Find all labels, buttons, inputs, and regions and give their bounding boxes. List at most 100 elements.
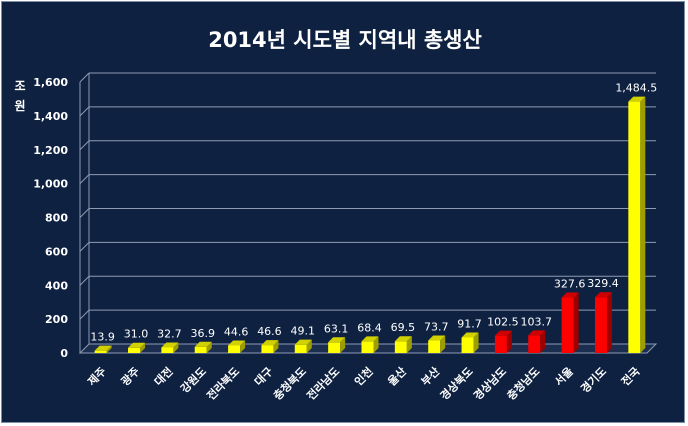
bar-side [506,330,512,353]
bar [628,101,641,354]
category-label: 충청남도 [504,364,543,403]
bar-top [394,336,412,342]
data-label: 63.1 [324,322,349,335]
category-label: 부산 [418,364,442,388]
category-label: 경기도 [578,364,609,395]
y-tick-label: 800 [45,212,68,225]
bar [494,335,507,353]
data-label: 73.7 [424,321,449,334]
bar-side [206,341,212,353]
gridline-depth [79,242,90,252]
bar-top [128,342,146,348]
bar-side [606,292,612,353]
category-label: 전국 [618,364,642,388]
data-label: 49.1 [291,325,316,338]
bar-top [94,345,112,351]
data-label: 46.6 [257,325,282,338]
y-tick-label: 600 [45,245,68,258]
bar-side [106,345,112,353]
category-label: 전라남도 [304,364,343,403]
bar [161,347,174,353]
bar-side [440,335,446,353]
bar [428,340,441,353]
data-label: 103.7 [521,315,553,328]
bar [561,297,574,353]
bar-top [294,339,312,345]
bar-top [528,330,546,336]
bar-top [228,340,246,346]
bar-top [561,292,579,298]
bar [361,341,374,353]
category-label: 울산 [385,364,409,388]
category-label: 경상북도 [437,364,476,403]
gridline-depth [79,106,90,117]
bar-top [161,342,179,348]
bar [128,347,141,353]
category-label: 충청북도 [270,364,309,403]
bar-side [306,339,312,353]
gridline-depth [79,309,90,320]
bar-side [473,332,479,353]
bar [528,335,541,353]
bar [461,337,474,353]
bar-side [273,340,279,353]
data-label: 1,484.5 [615,82,657,95]
category-label: 강원도 [177,364,208,395]
y-tick-label: 1,400 [33,110,68,123]
bar-top [594,292,612,298]
y-tick-label: 1,000 [33,178,68,191]
data-label: 68.4 [357,321,382,334]
bar-top [261,340,279,346]
bar-side [173,342,179,353]
y-tick-label: 0 [60,347,68,360]
category-label: 전라북도 [204,364,243,403]
data-label: 91.7 [457,317,482,330]
bar-side [573,292,579,353]
bar-top [494,330,512,336]
data-label: 31.0 [124,328,149,341]
bar-top [328,337,346,343]
bar-top [461,332,479,338]
data-label: 13.9 [90,331,115,344]
y-tick-label: 400 [45,279,68,292]
bar-side [406,336,412,353]
data-label: 329.4 [587,277,619,290]
bar-side [540,330,546,353]
bar [261,345,274,353]
gridline-depth [79,275,90,286]
category-label: 제주 [85,364,109,388]
data-label: 36.9 [190,327,215,340]
bar-top [428,335,446,341]
data-label: 44.6 [224,325,249,338]
y-tick-label: 1,600 [33,76,68,89]
bar-side [640,96,646,354]
chart-title: 2014년 시도별 지역내 총생산 [208,28,482,52]
bar [394,341,407,353]
bar [228,345,241,353]
category-label: 서울 [552,364,576,388]
gridline-depth [79,208,90,218]
data-label: 102.5 [487,316,519,329]
bar-top [628,96,646,102]
data-label: 32.7 [157,327,182,340]
category-label: 광주 [119,365,143,389]
gridline-depth [79,140,90,151]
category-label: 대구 [251,364,275,388]
bar-top [194,341,212,347]
bar [194,346,207,353]
bar [594,297,607,353]
gridline-depth [79,174,90,184]
category-label: 대전 [151,364,175,388]
category-label: 경상남도 [471,364,510,403]
bar-side [240,340,246,353]
bar [94,350,107,353]
gridline-depth [79,72,90,83]
category-label: 인천 [351,364,375,388]
bar-top [361,336,379,342]
data-label: 327.6 [554,278,586,291]
bar [328,342,341,353]
y-tick-label: 1,200 [33,144,68,157]
data-label: 69.5 [391,321,416,334]
